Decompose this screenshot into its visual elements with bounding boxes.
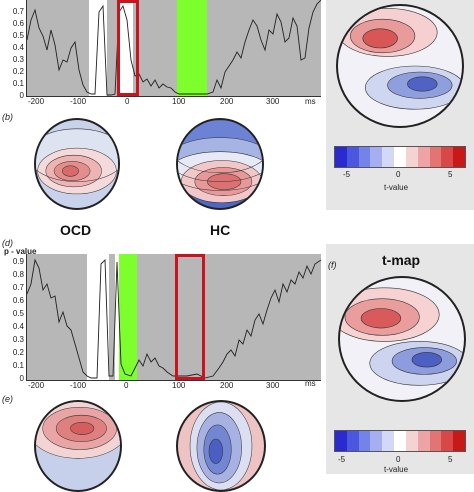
ytick: 0.2	[12, 348, 24, 357]
ytick: 0.4	[12, 43, 24, 52]
ytick: 0.5	[12, 309, 24, 318]
ytick: 0.9	[12, 257, 24, 266]
colorbar-bottom	[334, 430, 466, 452]
cbar-label: t-value	[384, 183, 409, 192]
ytick: 0.6	[12, 19, 24, 28]
ytick: 0	[19, 374, 24, 383]
tmap-bottom	[338, 276, 466, 402]
top-pvalue-trace	[27, 0, 321, 96]
top-red-window	[117, 0, 139, 96]
y-axis-label: p - value	[4, 247, 37, 256]
top-white-band-2	[119, 0, 133, 96]
top-white-band-1	[89, 0, 107, 96]
x-unit: ms	[305, 379, 316, 388]
xtick: 300	[266, 97, 280, 106]
xtick: 200	[220, 97, 234, 106]
xtick: -100	[70, 381, 87, 390]
xtick: -200	[28, 381, 45, 390]
hc-label: HC	[210, 222, 231, 238]
ytick: 0.8	[12, 270, 24, 279]
panel-label-f: (f)	[328, 260, 337, 270]
ytick: 0.5	[12, 31, 24, 40]
ocd-topomap-bottom	[34, 400, 122, 492]
cbar-tick: 0	[396, 170, 401, 179]
xtick: 300	[266, 381, 280, 390]
bottom-white-band-1	[87, 254, 109, 380]
tmap-title: t-map	[382, 252, 421, 268]
ytick: 0.2	[12, 67, 24, 76]
cbar-tick: 5	[448, 170, 453, 179]
ytick: 0.4	[12, 322, 24, 331]
ytick: 0.6	[12, 296, 24, 305]
cbar-tick: 0	[396, 455, 401, 464]
tmap-top	[336, 4, 464, 128]
ocd-topomap-top	[34, 118, 120, 210]
bottom-pvalue-plot	[26, 254, 321, 381]
ytick: 0.7	[12, 7, 24, 16]
panel-label-b: (b)	[2, 112, 13, 122]
ytick: 0.7	[12, 283, 24, 292]
xtick: 200	[220, 381, 234, 390]
bottom-green-band	[119, 254, 137, 380]
xtick: 100	[172, 381, 186, 390]
cbar-tick: -5	[338, 455, 346, 464]
ocd-label: OCD	[60, 222, 92, 238]
xtick: 0	[124, 381, 129, 390]
xtick: 0	[125, 97, 130, 106]
cbar-label: t-value	[384, 465, 409, 474]
ytick: 0.1	[12, 361, 24, 370]
bottom-red-window	[175, 254, 205, 380]
hc-topomap-top	[176, 118, 264, 210]
ytick: 0	[19, 91, 24, 100]
cbar-tick: -5	[343, 170, 351, 179]
xtick: 100	[172, 97, 186, 106]
colorbar-top	[334, 146, 466, 168]
hc-topomap-bottom	[176, 400, 266, 492]
xtick: -200	[28, 97, 45, 106]
ytick: 0.3	[12, 55, 24, 64]
cbar-tick: 5	[448, 455, 453, 464]
bottom-pvalue-trace	[27, 258, 321, 379]
ytick: 0.1	[12, 79, 24, 88]
xtick: -100	[70, 97, 87, 106]
panel-label-e: (e)	[2, 394, 13, 404]
panel-label-d: (d)	[2, 238, 13, 248]
x-unit: ms	[305, 97, 316, 106]
ytick: 0.3	[12, 335, 24, 344]
top-green-band	[177, 0, 207, 96]
top-pvalue-plot	[26, 0, 321, 97]
